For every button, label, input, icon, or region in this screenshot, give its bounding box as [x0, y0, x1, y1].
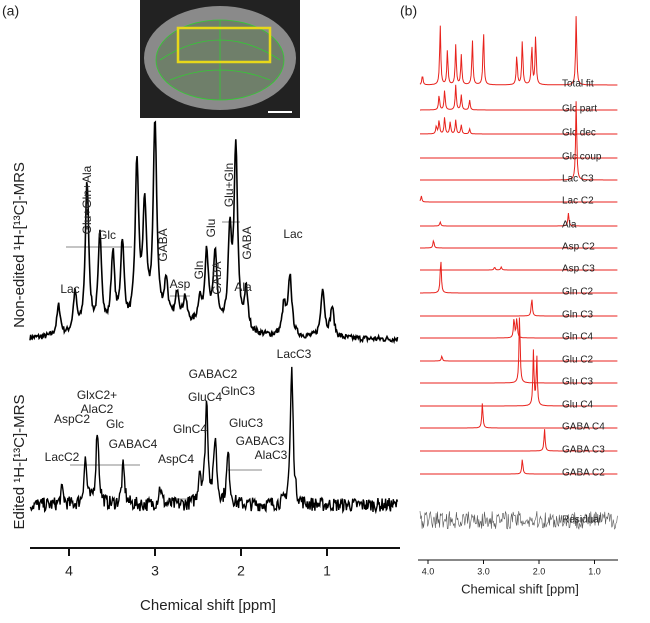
x-tick-label: 3 — [151, 563, 159, 579]
trace-label: Asp C2 — [562, 242, 595, 253]
spectrum — [29, 366, 399, 515]
fit-trace — [419, 16, 618, 86]
trace-label: Glc part — [562, 104, 597, 115]
trace-label: Lac C3 — [562, 174, 594, 185]
panel-label: (a) — [2, 3, 19, 19]
x-tick-label: 2.0 — [533, 566, 546, 576]
brain-image — [140, 0, 300, 118]
fit-trace — [420, 239, 618, 249]
spectrum — [29, 120, 399, 345]
y-label: Edited ¹H-[¹³C]-MRS — [11, 394, 28, 529]
trace-label: Glc coup — [562, 152, 602, 163]
peak-label: GlnC3 — [221, 384, 255, 398]
peak-label: GluC4 — [188, 390, 222, 404]
x-tick-label: 1 — [323, 563, 331, 579]
peak-label: Glu+Gln — [222, 163, 236, 207]
fit-trace — [420, 299, 618, 317]
x-tick-label: 4.0 — [422, 566, 435, 576]
x-tick-label: 1.0 — [588, 566, 601, 576]
trace-label: Asp C3 — [562, 264, 595, 275]
x-label: Chemical shift [ppm] — [140, 597, 276, 614]
peak-label: Glu+Gln+Ala — [80, 165, 94, 234]
peak-label: Gln — [192, 261, 206, 280]
trace-label: Glu C3 — [562, 377, 594, 388]
peak-label: Lac — [283, 227, 302, 241]
trace-label: Glc dec — [562, 128, 596, 139]
peak-label: GlnC4 — [173, 422, 207, 436]
peak-label: GABA — [210, 261, 224, 294]
trace-label: Gln C4 — [562, 332, 594, 343]
peak-label: Lac — [60, 282, 79, 296]
peak-label: AlaC2 — [81, 402, 114, 416]
trace-label: Residual — [562, 515, 601, 526]
trace-label: GABA C2 — [562, 468, 605, 479]
peak-label: AlaC3 — [255, 448, 288, 462]
fit-trace — [420, 156, 618, 159]
peak-label: GABA — [156, 228, 170, 261]
fit-trace — [420, 403, 618, 429]
x-tick-label: 3.0 — [477, 566, 490, 576]
trace-label: GABA C3 — [562, 445, 605, 456]
peak-label: Ala — [234, 280, 252, 294]
peak-label: Glc — [106, 417, 124, 431]
x-tick-label: 2 — [237, 563, 245, 579]
peak-label: AspC4 — [158, 452, 194, 466]
peak-label: Glu — [204, 219, 218, 238]
fit-trace — [420, 84, 618, 111]
panel-label: (b) — [400, 3, 417, 19]
fit-trace — [419, 195, 618, 203]
peak-label: Asp — [170, 277, 191, 291]
fit-trace — [420, 349, 618, 407]
peak-label: Glc — [98, 228, 116, 242]
fit-trace — [420, 212, 618, 227]
peak-label: GABAC3 — [236, 434, 285, 448]
peak-label: GABA — [240, 226, 254, 259]
trace-label: GABA C4 — [562, 422, 605, 433]
fit-trace — [420, 317, 618, 384]
fit-trace — [420, 429, 618, 452]
y-label: Non-edited ¹H-[¹³C]-MRS — [11, 162, 28, 328]
x-tick-label: 4 — [65, 563, 73, 579]
peak-label: GluC3 — [229, 416, 263, 430]
peak-label: GABAC2 — [189, 367, 238, 381]
residual — [419, 510, 618, 530]
trace-label: Gln C2 — [562, 287, 594, 298]
x-label: Chemical shift [ppm] — [461, 581, 579, 596]
fit-trace — [420, 261, 618, 294]
trace-label: Gln C3 — [562, 310, 594, 321]
peak-label: LacC3 — [277, 347, 312, 361]
peak-label: AspC2 — [54, 412, 90, 426]
trace-label: Total fit — [562, 79, 594, 90]
peak-label: GABAC4 — [109, 437, 158, 451]
trace-label: Ala — [562, 220, 577, 231]
peak-label: GlxC2+ — [77, 388, 117, 402]
trace-label: Lac C2 — [562, 196, 594, 207]
peak-label: LacC2 — [45, 450, 80, 464]
fit-trace — [420, 101, 618, 181]
fit-trace — [420, 459, 618, 475]
fit-trace — [420, 117, 618, 135]
trace-label: Glu C4 — [562, 400, 594, 411]
trace-label: Glu C2 — [562, 355, 594, 366]
fit-trace — [420, 265, 618, 271]
